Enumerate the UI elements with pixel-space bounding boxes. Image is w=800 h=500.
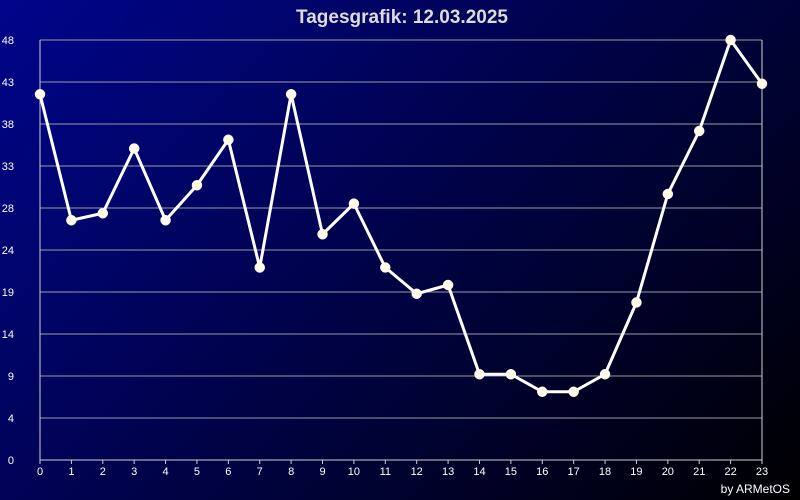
chart-title: Tagesgrafik: 12.03.2025 [296, 7, 508, 28]
data-point [191, 180, 203, 191]
data-point [34, 89, 46, 100]
x-tick-label: 16 [536, 466, 548, 478]
y-axis-ticks: 0 4 9 14 19 24 28 33 38 43 48 [2, 35, 14, 467]
series-layer [34, 34, 768, 397]
data-point [505, 369, 517, 380]
credit-text: by ARMetOS [721, 482, 790, 496]
data-point [285, 89, 297, 100]
x-tick-label: 7 [257, 466, 263, 478]
data-point [474, 369, 485, 380]
series-line [38, 38, 764, 394]
data-point [348, 198, 360, 209]
x-tick-label: 13 [442, 466, 454, 478]
data-point [128, 143, 140, 154]
y-tick-label: 24 [2, 245, 14, 257]
axes [39, 40, 763, 461]
x-tick-label: 14 [473, 466, 485, 478]
data-point [568, 386, 579, 397]
x-tick-label: 4 [163, 466, 169, 478]
x-tick-label: 18 [599, 466, 611, 478]
x-tick-label: 15 [505, 466, 517, 478]
data-point [223, 134, 234, 145]
x-axis-ticks: 0 1 2 3 4 5 6 7 8 9 10 11 12 13 14 15 16 17 18 19 20 21 22 23 [37, 460, 768, 478]
data-point [599, 369, 611, 380]
y-tick-label: 43 [2, 77, 14, 89]
x-tick-label: 17 [568, 466, 580, 478]
x-tick-label: 1 [68, 466, 74, 478]
data-point [380, 262, 391, 273]
data-point [66, 215, 77, 226]
x-tick-label: 20 [662, 466, 674, 478]
data-point [411, 288, 422, 299]
x-tick-label: 3 [131, 466, 137, 478]
y-tick-label: 4 [8, 413, 14, 425]
x-tick-label: 21 [693, 466, 705, 478]
y-tick-label: 28 [2, 203, 14, 215]
x-tick-label: 2 [100, 466, 106, 478]
x-tick-label: 11 [380, 466, 391, 478]
data-point [693, 125, 705, 137]
x-tick-label: 6 [225, 466, 231, 478]
data-point [537, 386, 548, 397]
x-tick-label: 0 [37, 466, 43, 478]
x-tick-label: 22 [724, 466, 736, 478]
y-tick-label: 33 [2, 161, 14, 173]
y-tick-label: 9 [8, 371, 14, 383]
y-tick-label: 0 [8, 455, 14, 467]
x-tick-label: 19 [630, 466, 642, 478]
x-tick-label: 12 [411, 466, 423, 478]
x-tick-label: 9 [319, 466, 325, 478]
x-tick-label: 23 [756, 466, 768, 478]
x-tick-label: 10 [348, 466, 360, 478]
data-point [317, 229, 328, 240]
x-tick-label: 5 [194, 466, 200, 478]
data-point [442, 279, 454, 291]
y-tick-label: 48 [2, 35, 14, 47]
y-tick-label: 14 [2, 329, 14, 341]
y-tick-label: 19 [2, 287, 14, 299]
data-point [662, 188, 674, 200]
x-tick-label: 8 [288, 466, 294, 478]
data-point [756, 78, 768, 89]
data-point [254, 262, 265, 273]
y-tick-label: 38 [2, 119, 14, 131]
grid-lines [40, 39, 762, 419]
data-point [725, 34, 736, 46]
data-point [97, 208, 109, 219]
data-point [631, 297, 642, 308]
data-point [160, 215, 171, 226]
